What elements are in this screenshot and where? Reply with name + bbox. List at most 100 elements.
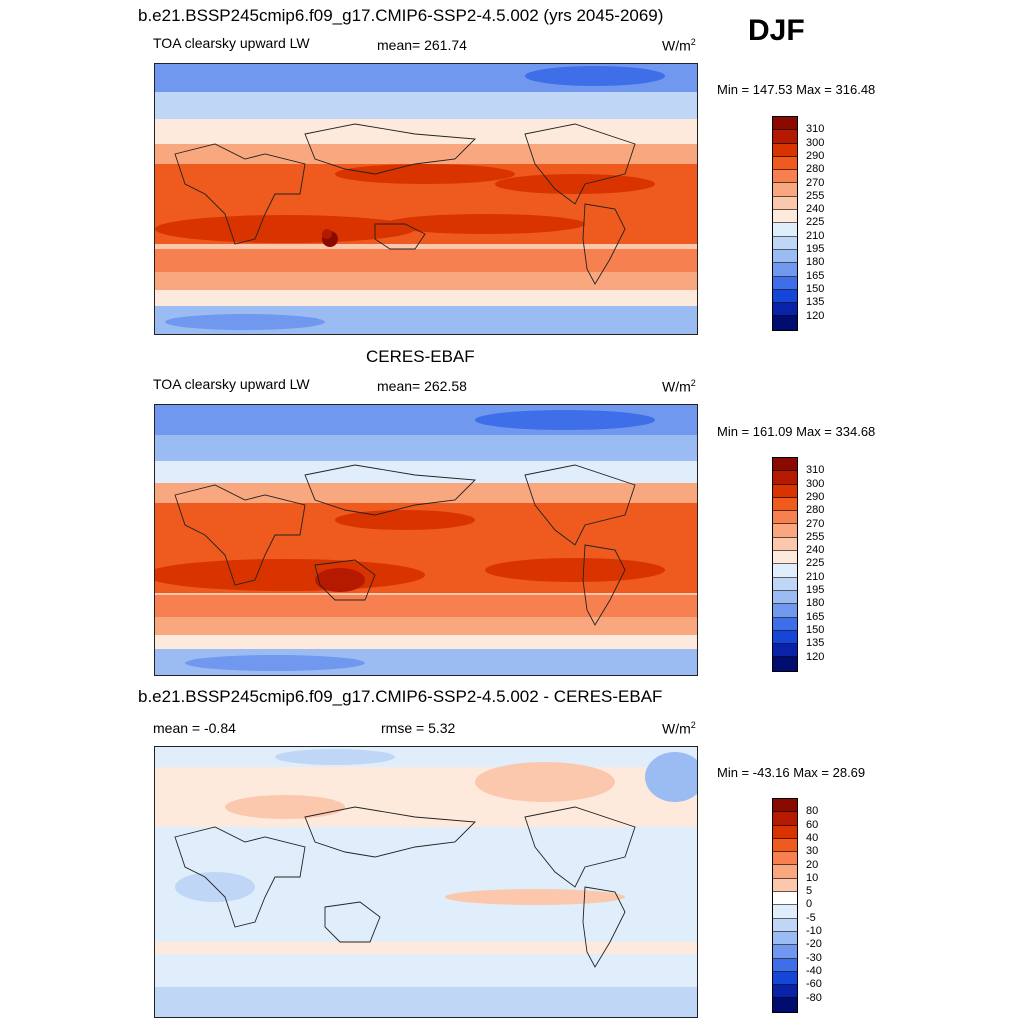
panel2-units: W/m2 bbox=[662, 378, 696, 395]
panel3-colorbar-swatch bbox=[773, 852, 797, 866]
panel1-colorbar-label: 280 bbox=[806, 163, 825, 176]
panel3-colorbar: 80 60 40 30 20 10 5 0 -5 -10 -20 -30 -40 -60 -80 bbox=[772, 798, 822, 1013]
panel1-colorbar-label: 195 bbox=[806, 243, 825, 255]
panel2-colorbar-label: 120 bbox=[806, 650, 825, 663]
panel3-colorbar-swatch bbox=[773, 905, 797, 919]
panel1-colorbar: 310 300 290 280 270 255 240 225 210 195 180 165 150 1… bbox=[772, 116, 824, 331]
panel2-colorbar-label: 165 bbox=[806, 610, 825, 623]
panel2-minmax: Min = 161.09 Max = 334.68 bbox=[717, 424, 876, 439]
panel1-colorbar-label: 180 bbox=[806, 256, 825, 269]
panel3-colorbar-label: -5 bbox=[806, 911, 816, 924]
panel1-colorbar-label: 290 bbox=[806, 149, 825, 162]
panel2-colorbar-label: 270 bbox=[806, 517, 825, 530]
panel1-colorbar-label: 270 bbox=[806, 176, 825, 189]
panel3-colorbar-label: -30 bbox=[806, 951, 822, 964]
panel2-colorbar-label: 180 bbox=[806, 597, 825, 610]
panel3-colorbar-label: 30 bbox=[806, 845, 819, 858]
panel3-colorbar-label: 5 bbox=[806, 885, 813, 898]
panel3-colorbar-label: -40 bbox=[806, 964, 822, 977]
panel3-colorbar-label: -80 bbox=[806, 991, 822, 1004]
panel2-colorbar-label: 150 bbox=[806, 623, 825, 636]
panel3-colorbar-label: 60 bbox=[806, 818, 819, 831]
panel2-colorbar-swatch bbox=[773, 577, 797, 591]
panel3-colorbar-label: -60 bbox=[806, 978, 822, 991]
panel1-colorbar-swatch bbox=[773, 249, 797, 264]
panel1-title: b.e21.BSSP245cmip6.f09_g17.CMIP6-SSP2-4.… bbox=[138, 6, 664, 25]
panel2-colorbar-label: 210 bbox=[806, 570, 825, 583]
panel1-colorbar-swatch bbox=[773, 117, 797, 131]
panel3-colorbar-swatch bbox=[773, 878, 797, 893]
panel1-colorbar-label: 225 bbox=[806, 216, 825, 229]
panel2-colorbar-label: 310 bbox=[806, 464, 825, 477]
panel1-colorbar-label: 150 bbox=[806, 282, 825, 295]
panel2-colorbar-swatch bbox=[773, 524, 797, 538]
panel3-mean: mean = -0.84 bbox=[153, 720, 236, 736]
panel2-colorbar-swatch bbox=[773, 458, 797, 472]
panel2-map bbox=[154, 404, 698, 676]
panel1-map bbox=[154, 63, 698, 335]
panel3-colorbar-swatch bbox=[773, 865, 797, 879]
panel2-colorbar-label: 135 bbox=[806, 637, 825, 650]
panel3-colorbar-swatch bbox=[773, 931, 797, 946]
panel1-colorbar-label: 310 bbox=[806, 123, 825, 136]
panel2-colorbar-swatch bbox=[773, 590, 797, 605]
season-label: DJF bbox=[748, 14, 805, 47]
panel3-colorbar-label: -20 bbox=[806, 938, 822, 951]
panel3-title: b.e21.BSSP245cmip6.f09_g17.CMIP6-SSP2-4.… bbox=[138, 687, 663, 706]
panel1-colorbar-swatch bbox=[773, 170, 797, 184]
panel1-colorbar-swatch bbox=[773, 196, 797, 211]
panel3-colorbar-swatch bbox=[773, 812, 797, 826]
panel1-units: W/m2 bbox=[662, 37, 696, 54]
panel1-colorbar-swatch bbox=[773, 316, 797, 330]
panel1-colorbar-swatch bbox=[773, 276, 797, 290]
panel3-colorbar-swatch bbox=[773, 892, 797, 906]
panel1-colorbar-swatch bbox=[773, 156, 797, 171]
panel2-colorbar-swatch bbox=[773, 537, 797, 552]
panel2-colorbar-label: 240 bbox=[806, 544, 825, 557]
panel2-colorbar-label: 255 bbox=[806, 530, 825, 543]
panel3-colorbar-label: 10 bbox=[806, 871, 819, 884]
panel3-colorbar-swatch bbox=[773, 945, 797, 959]
panel2-colorbar-swatch bbox=[773, 551, 797, 565]
panel2-colorbar-swatch bbox=[773, 630, 797, 645]
panel3-colorbar-swatch bbox=[773, 918, 797, 932]
panel3-colorbar-label: 40 bbox=[806, 831, 819, 844]
panel1-mean: mean= 261.74 bbox=[377, 37, 467, 53]
panel1-variable: TOA clearsky upward LW bbox=[153, 35, 310, 51]
panel3-minmax: Min = -43.16 Max = 28.69 bbox=[717, 765, 866, 780]
panel3-units: W/m2 bbox=[662, 720, 696, 737]
panel1-colorbar-swatch bbox=[773, 210, 797, 224]
panel1-colorbar-label: 255 bbox=[806, 189, 825, 202]
panel3-map bbox=[154, 746, 698, 1018]
panel3-colorbar-swatch bbox=[773, 825, 797, 839]
panel3-colorbar-swatch bbox=[773, 838, 797, 853]
panel3-colorbar-swatch bbox=[773, 958, 797, 972]
panel3-colorbar-label: 20 bbox=[806, 858, 819, 871]
panel1-colorbar-label: 165 bbox=[806, 269, 825, 282]
panel1-colorbar-swatch bbox=[773, 223, 797, 237]
panel2-colorbar-swatch bbox=[773, 511, 797, 525]
panel3-colorbar-label: -10 bbox=[806, 925, 822, 937]
panel3-colorbar-label: 0 bbox=[806, 898, 813, 911]
panel3-rmse: rmse = 5.32 bbox=[381, 720, 456, 736]
panel2-colorbar-swatch bbox=[773, 644, 797, 658]
panel1-colorbar-label: 240 bbox=[806, 203, 825, 216]
panel2-colorbar-swatch bbox=[773, 617, 797, 631]
panel3-colorbar-swatch bbox=[773, 971, 797, 986]
panel2-colorbar-label: 300 bbox=[806, 477, 825, 490]
panel2-colorbar: 310 300 290 280 270 255 240 225 210 195 180 165 150 1… bbox=[772, 457, 824, 672]
panel3-colorbar-label: 80 bbox=[806, 805, 819, 818]
panel2-colorbar-swatch bbox=[773, 564, 797, 578]
panel1-colorbar-swatch bbox=[773, 289, 797, 304]
panel3-colorbar-swatch bbox=[773, 799, 797, 813]
panel2-colorbar-swatch bbox=[773, 484, 797, 498]
panel2-variable: TOA clearsky upward LW bbox=[153, 376, 310, 392]
panel2-colorbar-swatch bbox=[773, 657, 797, 671]
panel1-colorbar-label: 210 bbox=[806, 229, 825, 242]
panel1-colorbar-label: 300 bbox=[806, 136, 825, 149]
panel2-colorbar-swatch bbox=[773, 471, 797, 485]
panel1-colorbar-swatch bbox=[773, 263, 797, 277]
panel2-colorbar-label: 195 bbox=[806, 584, 825, 596]
panel2-colorbar-swatch bbox=[773, 604, 797, 618]
panel2-colorbar-label: 280 bbox=[806, 504, 825, 517]
